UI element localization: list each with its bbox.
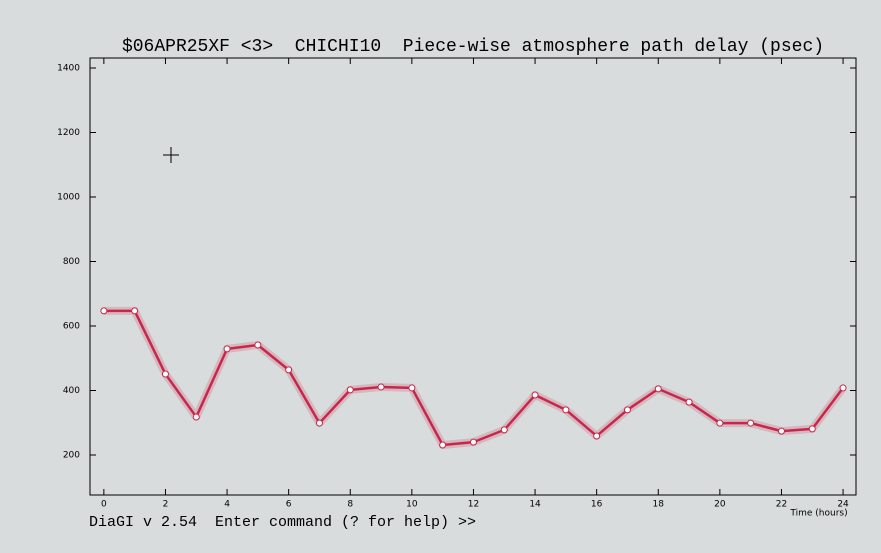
y-tick-label: 600 <box>63 322 80 332</box>
cursor <box>163 147 179 163</box>
point <box>377 383 385 391</box>
point <box>285 366 293 374</box>
point <box>777 427 785 435</box>
chart-title: $06APR25XF <3> CHICHI10 Piece-wise atmos… <box>122 37 824 57</box>
plot-frame <box>89 57 857 496</box>
x-tick-label: 0 <box>101 500 107 510</box>
point <box>685 398 693 406</box>
x-tick-label: 4 <box>224 500 230 510</box>
x-tick-label: 24 <box>837 500 849 510</box>
x-tick-label: 8 <box>347 500 353 510</box>
x-tick-label: 6 <box>286 500 292 510</box>
point <box>623 406 631 414</box>
point <box>747 419 755 427</box>
point <box>439 441 447 449</box>
point <box>254 341 262 349</box>
point <box>131 307 139 315</box>
y-tick-label: 1000 <box>57 193 80 203</box>
point <box>192 413 200 421</box>
y-tick-label: 1400 <box>57 63 80 73</box>
x-tick-label: 16 <box>591 500 603 510</box>
point <box>315 419 323 427</box>
point <box>346 386 354 394</box>
y-tick-label: 1200 <box>57 128 80 138</box>
point <box>531 391 539 399</box>
point <box>654 385 662 393</box>
point <box>469 438 477 446</box>
point <box>593 432 601 440</box>
point <box>223 345 231 353</box>
point <box>500 426 508 434</box>
x-tick-label: 18 <box>653 500 665 510</box>
x-tick-label: 12 <box>468 500 479 510</box>
point <box>716 419 724 427</box>
x-tick-label: 22 <box>776 500 787 510</box>
point <box>839 384 847 392</box>
point <box>562 406 570 414</box>
y-tick-label: 200 <box>63 451 80 461</box>
point <box>161 370 169 378</box>
x-tick-label: 14 <box>529 500 541 510</box>
point <box>100 307 108 315</box>
x-tick-label: 2 <box>163 500 169 510</box>
command-line: DiaGI v 2.54 Enter command (? for help) … <box>89 514 476 531</box>
x-tick-label: 10 <box>406 500 418 510</box>
point <box>408 384 416 392</box>
x-tick-label: 20 <box>714 500 726 510</box>
y-tick-label: 800 <box>63 257 80 267</box>
y-tick-label: 400 <box>63 386 80 396</box>
x-axis-label: Time (hours) <box>789 509 847 519</box>
point <box>808 425 816 433</box>
